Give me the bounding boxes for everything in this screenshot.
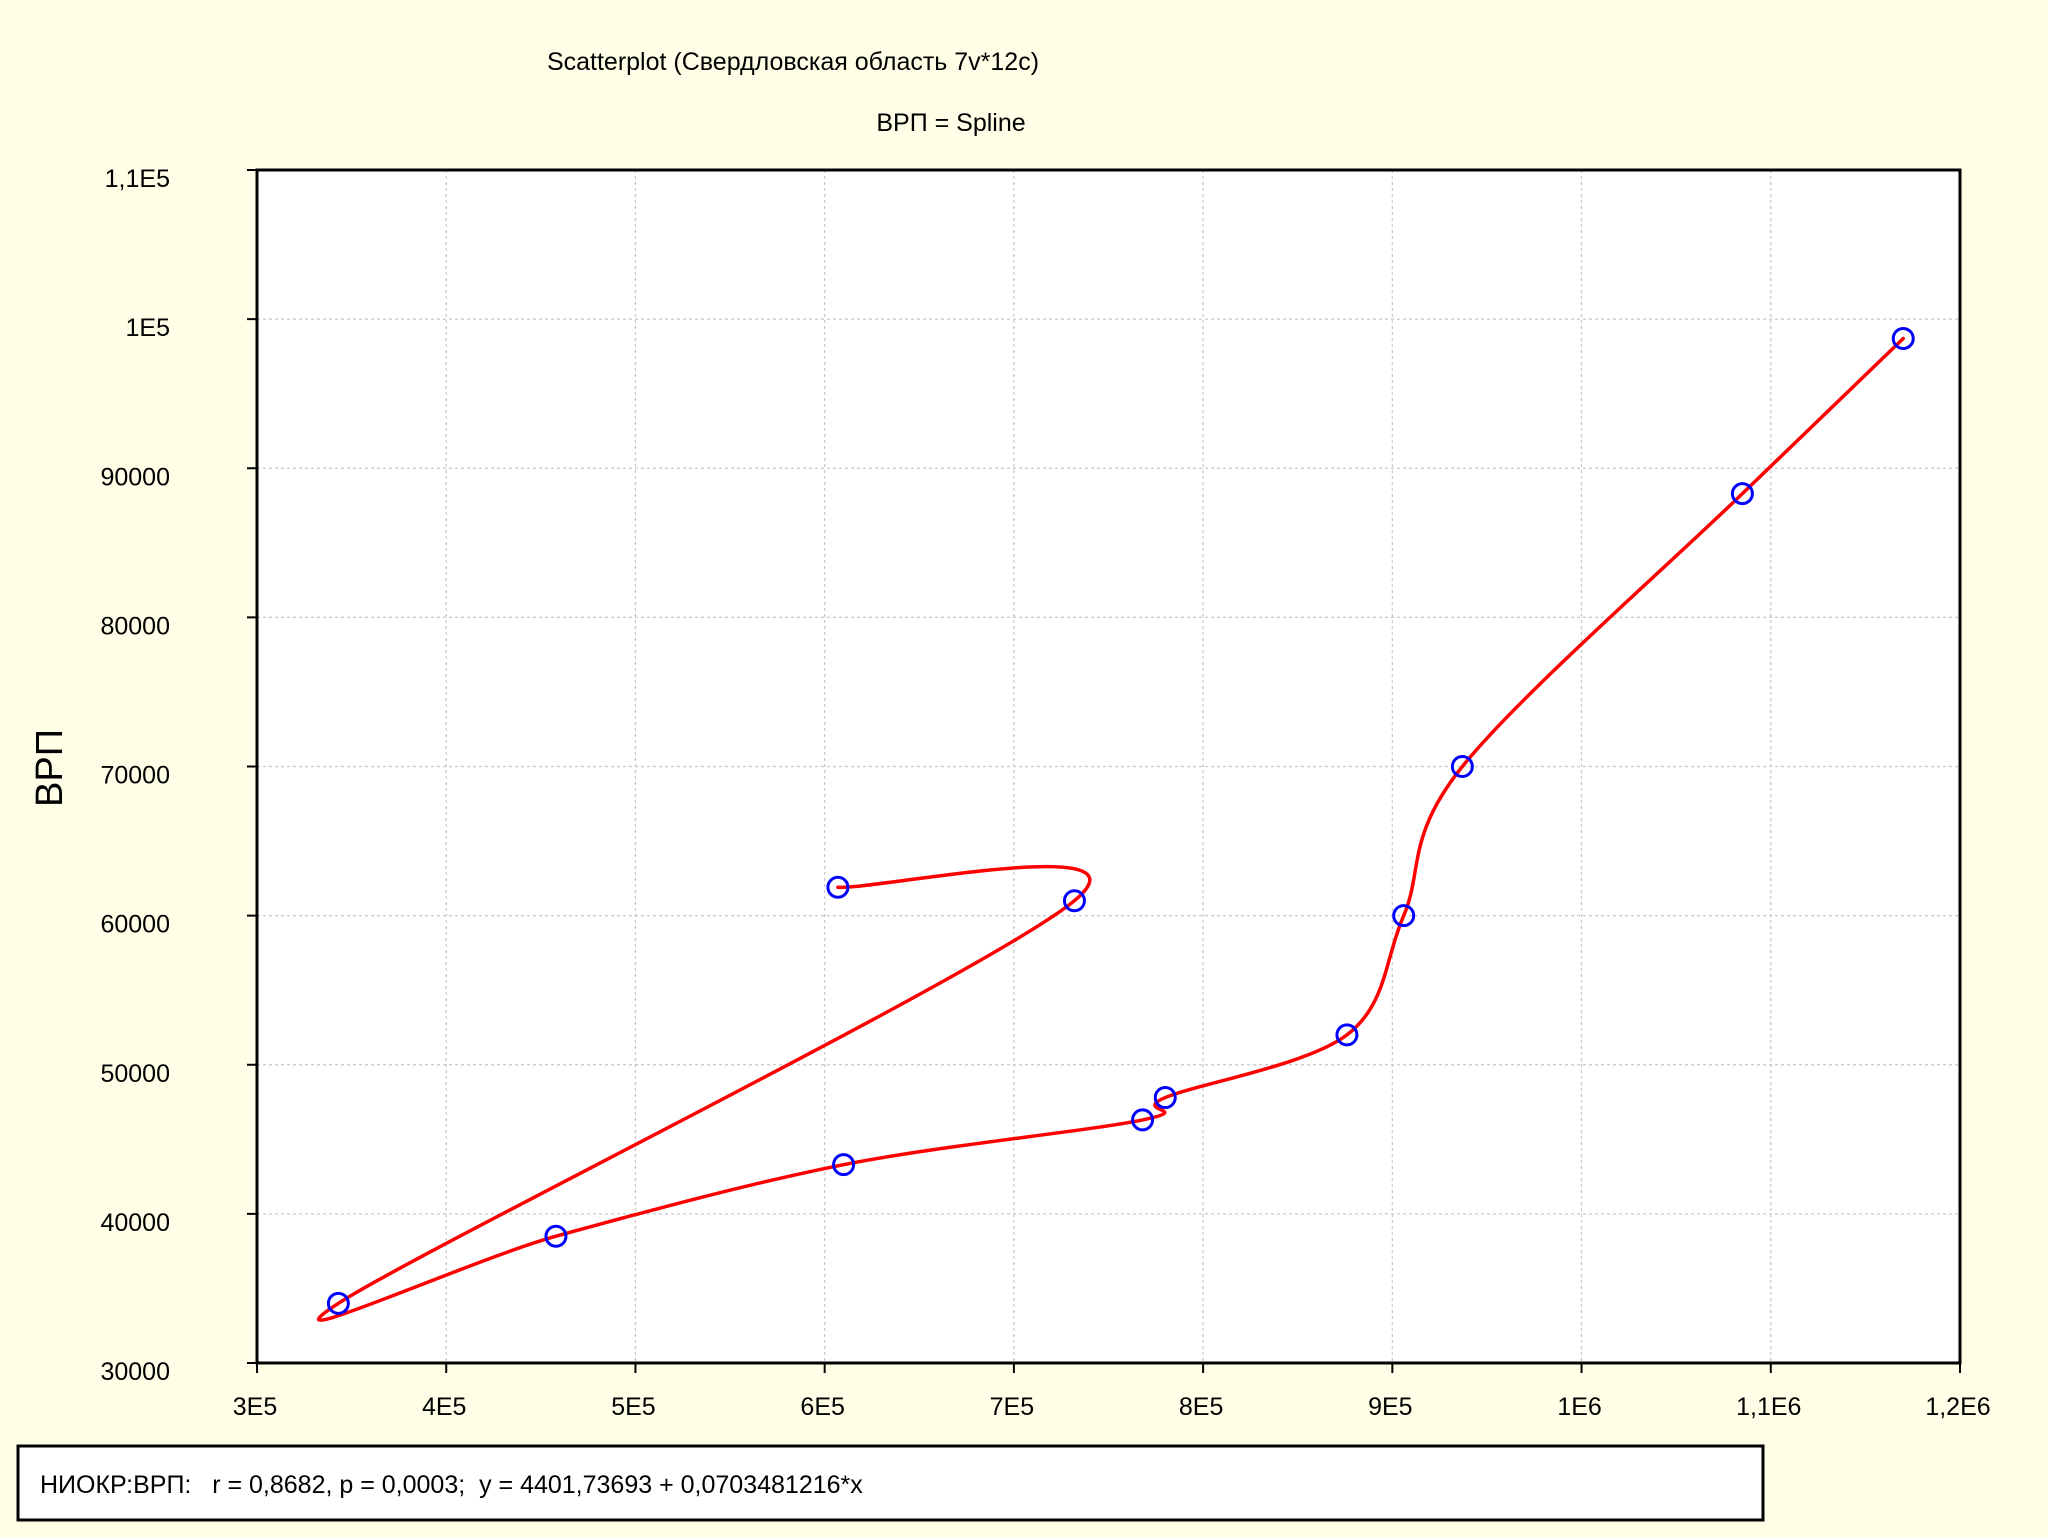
y-tick-label: 90000 xyxy=(100,463,170,491)
chart-subtitle: ВРП = Spline xyxy=(876,109,1025,137)
axis-ticks xyxy=(247,169,1961,1373)
data-point xyxy=(832,1153,856,1177)
stats-box xyxy=(16,1444,1765,1522)
y-axis-label: ВРП xyxy=(29,729,71,807)
x-tick-label: 1,1E6 xyxy=(1736,1393,1801,1421)
data-point xyxy=(1062,889,1086,913)
y-tick-label: 40000 xyxy=(100,1209,170,1237)
x-tick-label: 4E5 xyxy=(422,1393,466,1421)
data-point xyxy=(1891,327,1915,351)
data-point xyxy=(826,875,850,899)
x-tick-label: 3E5 xyxy=(233,1393,277,1421)
y-tick-labels: 30000 40000 50000 60000 70000 80000 90000 1E5 1,… xyxy=(100,165,170,1386)
x-tick-label: 9E5 xyxy=(1368,1393,1412,1421)
y-tick-label: 30000 xyxy=(100,1358,170,1386)
y-tick-label: 60000 xyxy=(100,911,170,939)
data-point xyxy=(326,1291,350,1315)
stats-annotation: НИОКР:ВРП: r = 0,8682, p = 0,0003; y = 4… xyxy=(40,1471,863,1499)
data-point xyxy=(1730,482,1754,506)
chart-title: Scatterplot (Свердловская область 7v*12c… xyxy=(547,48,1039,76)
x-tick-labels: 3E5 4E5 5E5 6E5 7E5 8E5 9E5 1E6 1,1E6 1,2E6 xyxy=(233,1393,1991,1421)
y-tick-label: 70000 xyxy=(100,762,170,790)
data-point xyxy=(544,1224,568,1248)
data-point xyxy=(1450,755,1474,778)
x-tick-label: 6E5 xyxy=(800,1393,844,1421)
y-tick-label: 50000 xyxy=(100,1060,170,1088)
y-tick-label: 80000 xyxy=(100,612,170,640)
data-point xyxy=(1153,1086,1177,1110)
data-point xyxy=(1335,1023,1359,1047)
y-tick-label: 1,1E5 xyxy=(105,165,170,193)
y-tick-label: 1E5 xyxy=(126,314,170,342)
x-tick-label: 1E6 xyxy=(1557,1393,1601,1421)
data-series xyxy=(317,327,1915,1322)
x-tick-label: 7E5 xyxy=(990,1393,1034,1421)
grid-lines xyxy=(257,170,1960,1363)
x-tick-label: 5E5 xyxy=(611,1393,655,1421)
data-point xyxy=(1392,904,1416,928)
spline-curve xyxy=(317,336,1905,1322)
x-tick-label: 1,2E6 xyxy=(1925,1393,1990,1421)
data-point xyxy=(1131,1108,1155,1132)
x-tick-label: 8E5 xyxy=(1179,1393,1223,1421)
plot-frame xyxy=(255,168,1962,1365)
